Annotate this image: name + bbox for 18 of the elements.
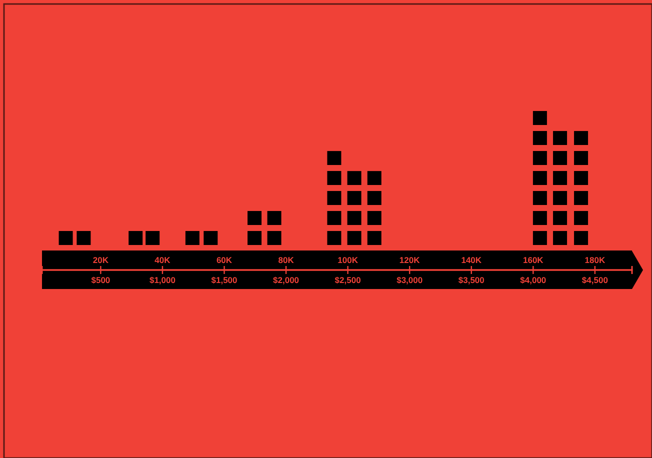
x2-tick-label: $500	[91, 275, 110, 286]
x2-tick-label: $3,000	[396, 275, 423, 286]
x-tick-label: 180K	[584, 255, 606, 265]
x2-tick-label: $4,500	[582, 275, 608, 286]
x-tick-label: 120K	[399, 255, 421, 265]
x2-tick-label: $3,500	[458, 275, 485, 286]
x-tick-label: 60K	[216, 255, 233, 265]
x2-tick-label: $2,500	[334, 275, 362, 286]
x-tick-label: 100K	[338, 255, 359, 265]
x-tick-label: 40K	[154, 255, 172, 265]
x-tick-label: 20K	[92, 255, 110, 265]
x2-tick-label: $2,000	[273, 275, 300, 286]
x2-tick-label: $1,000	[149, 275, 176, 286]
x-tick-label: 140K	[461, 255, 482, 265]
x2-tick-label: $1,500	[211, 275, 238, 286]
x-tick-label: 160K	[522, 255, 544, 265]
x2-tick-label: $4,000	[520, 275, 546, 286]
x-tick-label: 80K	[278, 255, 295, 265]
